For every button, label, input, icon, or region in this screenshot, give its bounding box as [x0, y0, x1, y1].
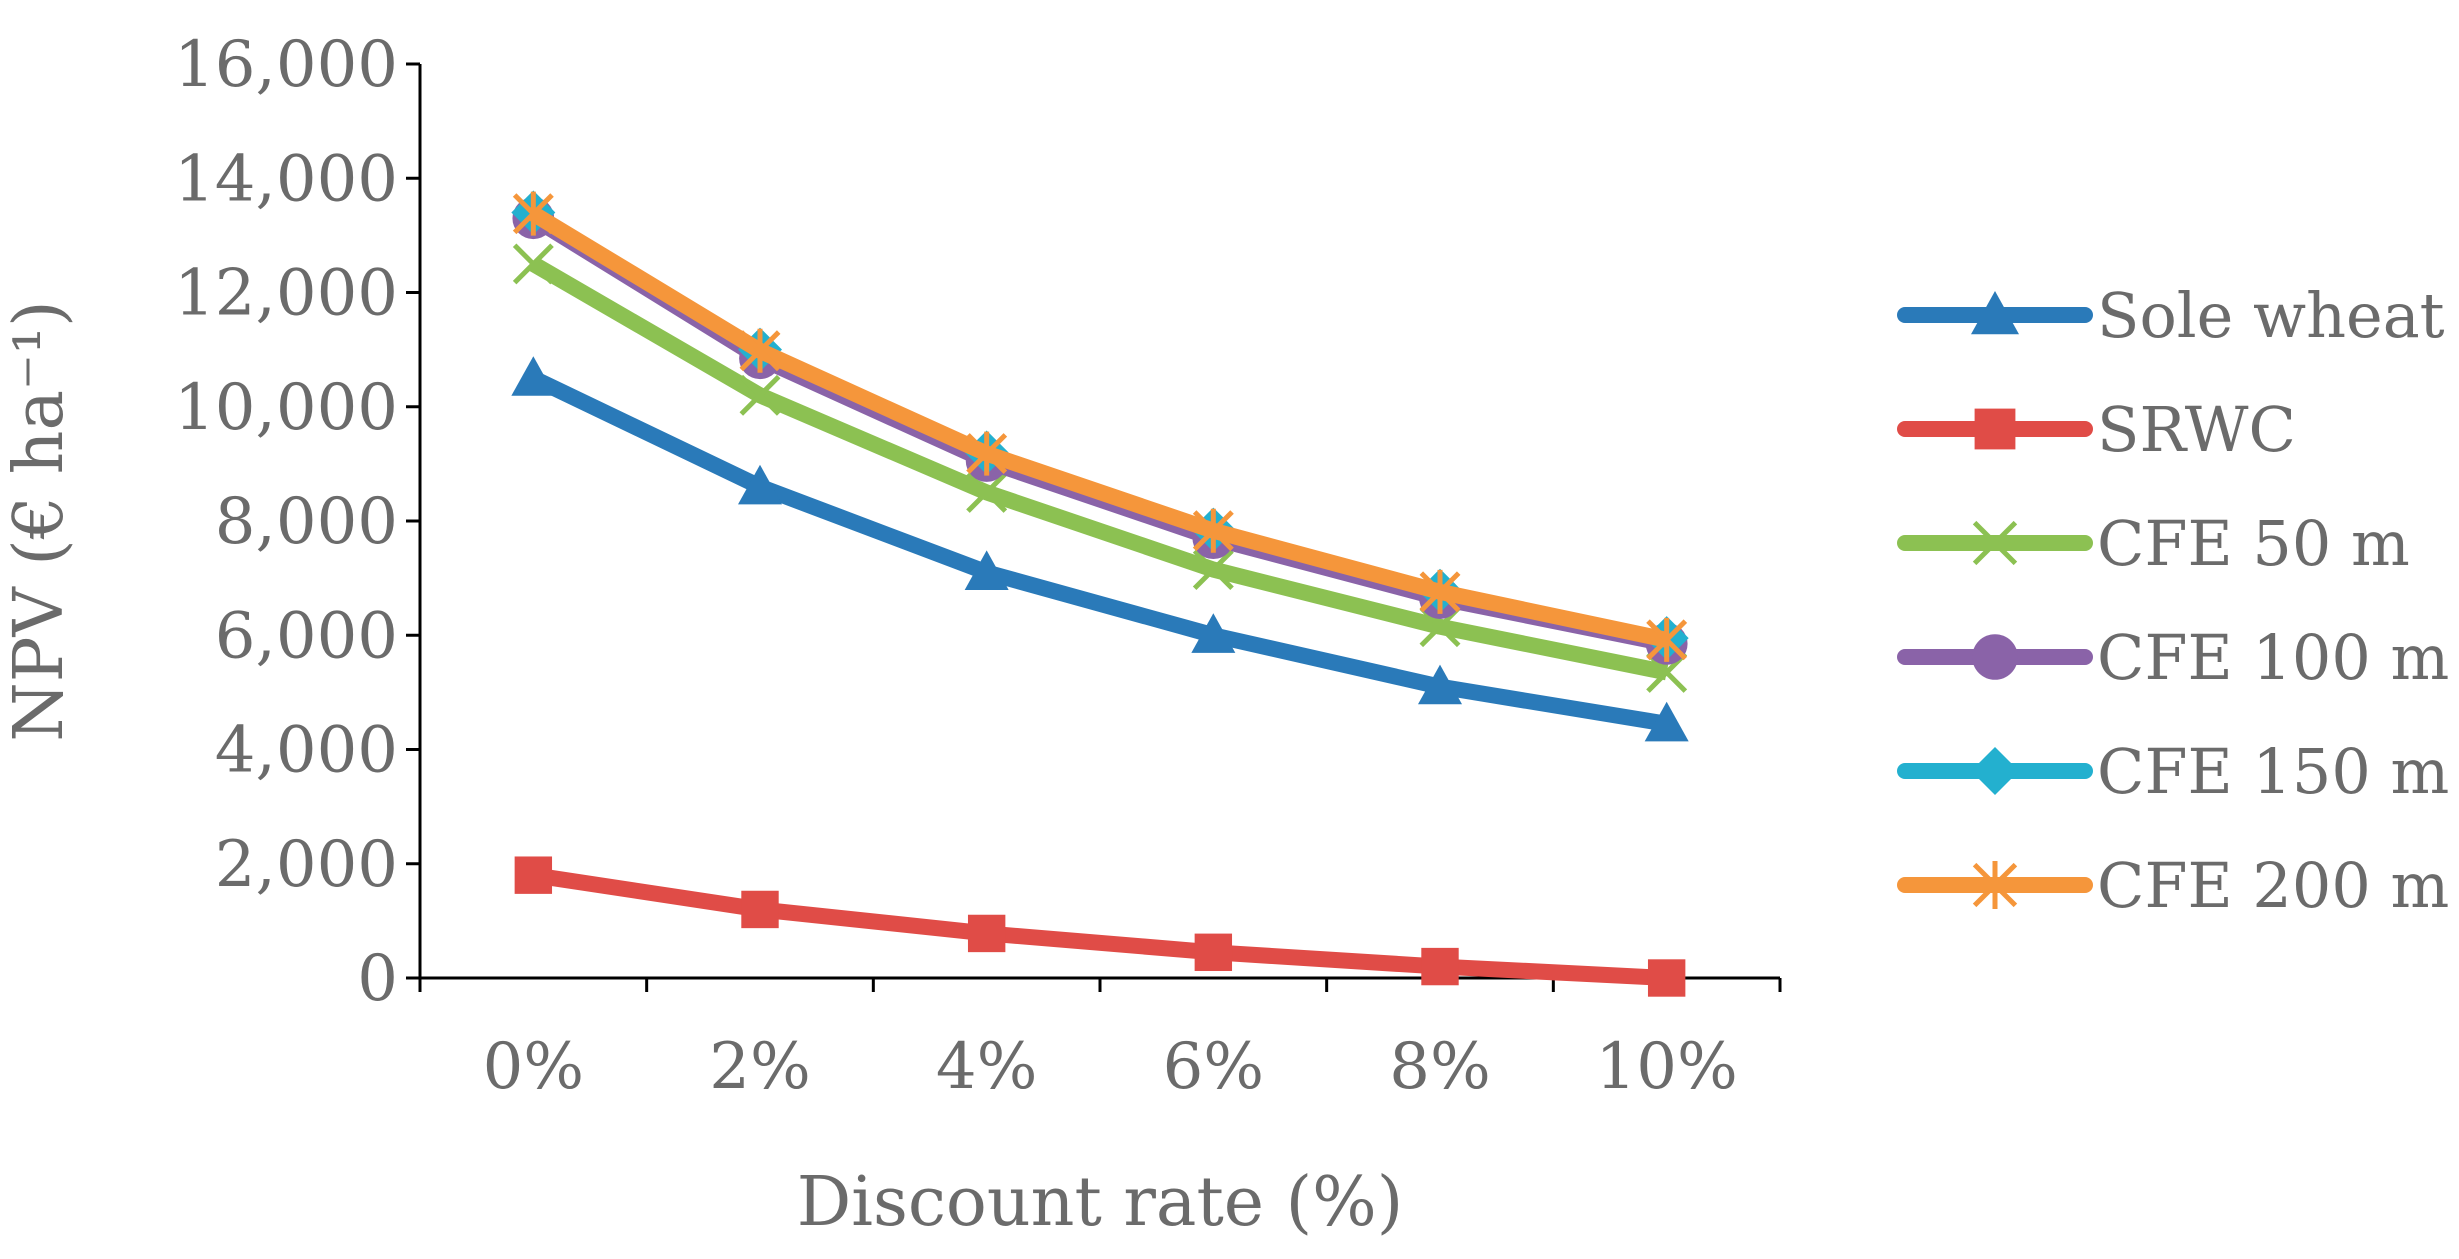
data-point [1647, 959, 1686, 997]
y-tick-label: 6,000 [215, 599, 398, 673]
legend-marker [1971, 747, 2019, 795]
x-tick-label: 6% [1163, 1030, 1265, 1104]
data-point [966, 431, 1008, 476]
series-srwc [514, 856, 1686, 997]
data-point [1646, 617, 1688, 662]
data-point [738, 464, 782, 505]
y-axis-title: NPV (€ ha⁻¹) [0, 300, 79, 741]
legend-label: Sole wheat [2097, 279, 2445, 352]
data-point [511, 356, 556, 396]
x-axis-ticks: 0% 2% 4% 6% 8% 10% [418, 978, 1782, 1104]
legend-label: CFE 100 m [2097, 621, 2449, 694]
data-point [514, 856, 553, 894]
series-line [530, 207, 1668, 644]
legend-label: SRWC [2097, 393, 2296, 466]
legend-label: CFE 50 m [2097, 507, 2410, 580]
data-point [1192, 549, 1234, 591]
legend-marker [1972, 634, 2018, 680]
series-cfe-150-m [511, 190, 1689, 661]
legend-item: SRWC [1897, 393, 2296, 466]
legend-marker [1972, 861, 2018, 909]
data-point [1421, 947, 1459, 986]
data-point [512, 191, 554, 236]
series-line [532, 867, 1668, 986]
data-point [966, 471, 1008, 513]
legend-item: CFE 200 m [1897, 849, 2449, 922]
series-cfe-50-m [512, 243, 1688, 693]
series-cfe-100-m [512, 197, 1688, 665]
legend-item: Sole wheat [1897, 279, 2445, 352]
data-point [1194, 933, 1233, 971]
y-tick-label: 12,000 [174, 257, 398, 331]
series-cfe-200-m [512, 191, 1688, 662]
legend-marker [1972, 520, 2018, 566]
series-line [529, 370, 1668, 732]
series-line [529, 257, 1669, 681]
legend-item: CFE 100 m [1897, 621, 2449, 694]
series-layer [511, 190, 1689, 997]
legend-marker [1971, 291, 2019, 335]
data-point [741, 890, 779, 929]
y-tick-label: 8,000 [215, 485, 398, 559]
legend-label: CFE 200 m [2097, 849, 2449, 922]
data-point [512, 243, 554, 285]
x-tick-label: 8% [1389, 1030, 1491, 1104]
legend-item: CFE 150 m [1897, 735, 2449, 808]
data-point [1644, 701, 1689, 742]
series-line [529, 206, 1669, 648]
series-line [529, 211, 1669, 652]
y-tick-label: 10,000 [174, 371, 398, 445]
legend: Sole wheat SRWC CFE 50 m CFE 100 m CFE 150 m… [1897, 279, 2449, 922]
x-tick-label: 10% [1596, 1030, 1738, 1104]
y-tick-label: 16,000 [174, 28, 398, 102]
legend-label: CFE 150 m [2097, 735, 2449, 808]
legend-item: CFE 50 m [1897, 507, 2410, 580]
data-point [739, 328, 781, 373]
x-axis-title: Discount rate (%) [797, 1163, 1404, 1242]
legend-marker [1974, 408, 2016, 450]
y-tick-label: 2,000 [215, 828, 398, 902]
data-point [1191, 613, 1236, 653]
data-point [1418, 664, 1462, 705]
y-tick-label: 4,000 [215, 714, 398, 788]
y-axis-ticks: 0 2,000 4,000 6,000 8,000 10,000 12,000 14,000 1… [174, 28, 420, 1016]
y-tick-label: 14,000 [174, 142, 398, 216]
data-point [1192, 508, 1234, 553]
x-tick-label: 0% [483, 1030, 585, 1104]
x-tick-label: 2% [709, 1030, 811, 1104]
axes [418, 64, 1780, 980]
x-tick-label: 4% [936, 1030, 1038, 1104]
y-tick-label: 0 [357, 942, 398, 1016]
data-point [739, 374, 781, 416]
data-point [1419, 569, 1461, 614]
data-point [967, 914, 1006, 953]
series-sole-wheat [511, 356, 1689, 742]
data-point [964, 550, 1009, 591]
